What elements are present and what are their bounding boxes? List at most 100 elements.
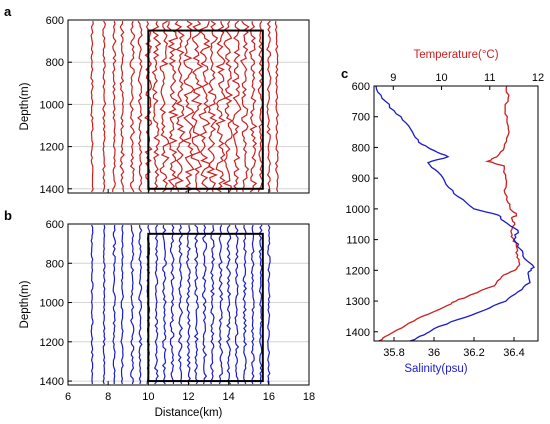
a-profile-trace [166,21,179,193]
c-y-tick-label: 900 [352,173,370,185]
a-y-tick-label: 1200 [40,142,64,154]
b-y-tick-label: 1400 [40,376,64,388]
panel-a-y-axis-label: Depth(m) [19,82,31,130]
b-profile-trace [209,224,216,385]
a-y-tick-label: 600 [46,15,64,27]
b-profile-trace [242,224,248,385]
b-y-tick-label: 1000 [40,298,64,310]
panel-a-x-ticks [67,189,310,193]
c-temperature-tick-label: 10 [435,72,447,84]
c-y-tick-label: 600 [352,81,370,93]
b-profile-trace [258,224,263,385]
b-profile-trace [201,224,208,385]
c-y-tick-label: 1300 [346,296,370,308]
b-profile-trace [225,224,232,385]
a-profile-trace [174,20,186,193]
a-profile-trace [159,20,170,193]
b-profile-trace [102,224,106,385]
a-profile-trace [248,21,258,193]
c-y-tick-label: 1200 [346,265,370,277]
panel-b-y-ticks: 600 800 1000 1200 1400 [40,219,72,388]
b-x-tick-label: 6 [65,391,71,403]
panel-c: c 600 700 800 900 1000 1100 1200 1300 1400 9 10 11… [341,49,544,375]
panel-c-salinity-ticks: 35.8 36 36.2 36.4 [383,337,525,359]
c-temperature-tick-label: 9 [390,72,396,84]
panel-c-letter: c [341,66,348,81]
b-y-tick-label: 1200 [40,337,64,349]
a-profile-trace [102,20,107,193]
a-profile-trace [240,20,250,193]
c-y-tick-label: 700 [352,112,370,124]
a-profile-trace [129,20,136,193]
b-x-tick-label: 14 [223,391,235,403]
a-profile-trace [274,20,279,193]
panel-b-x-axis-label: Distance(km) [155,407,223,419]
panel-a: a 600 800 1000 1200 1400 Depth(m) [4,4,310,196]
b-x-tick-label: 16 [263,391,275,403]
c-salinity-tick-label: 35.8 [383,347,404,359]
salinity-axis-label: Salinity(psu) [404,363,467,375]
b-profile-trace [120,224,125,385]
a-profile-trace [137,20,143,193]
c-y-tick-label: 1000 [346,204,370,216]
b-profile-trace [217,224,224,385]
a-profile-trace [181,20,195,193]
c-y-tick-label: 1100 [346,235,370,247]
temperature-axis-label: Temperature(°C) [413,49,498,61]
a-profile-trace [144,20,153,193]
panel-b: b 600 800 1000 1200 1400 6 8 10 12 14 16 18 Depth(… [4,208,315,419]
a-y-tick-label: 1400 [40,184,64,196]
b-x-tick-label: 18 [303,391,315,403]
c-y-tick-label: 800 [352,142,370,154]
a-profile-trace [222,20,234,193]
panel-b-x-ticks: 6 8 10 12 14 16 18 [65,381,315,403]
panel-b-traces [90,224,271,385]
panel-c-y-ticks: 600 700 800 900 1000 1100 1200 1300 1400 [346,81,378,339]
panel-c-temperature-ticks: 9 10 11 12 [390,72,544,90]
b-profile-trace [138,224,143,385]
b-profile-trace [185,224,191,385]
b-x-tick-label: 12 [182,391,194,403]
b-profile-trace [169,224,175,385]
c-salinity-tick-label: 36.4 [503,347,524,359]
b-profile-trace [250,224,255,385]
b-profile-trace [177,224,184,385]
panel-a-highlight-box [147,29,264,190]
b-profile-trace [153,224,159,385]
c-temperature-tick-label: 11 [484,72,495,84]
b-profile-trace [130,224,135,385]
a-profile-trace [112,20,117,192]
a-profile-trace [215,20,226,193]
a-y-tick-label: 1000 [40,99,64,111]
a-profile-trace [206,20,219,193]
b-y-tick-label: 600 [46,219,64,231]
salinity-profile-line [375,85,535,342]
panel-b-y-axis-label: Depth(m) [19,280,31,328]
a-y-tick-label: 800 [46,57,64,69]
panel-a-letter: a [4,4,12,19]
a-profile-trace [190,20,204,193]
a-profile-trace [90,21,94,193]
a-profile-trace [151,20,162,193]
panel-a-traces [90,20,279,193]
a-profile-trace [266,20,272,192]
b-y-tick-label: 800 [46,258,64,270]
panel-b-letter: b [4,208,12,223]
a-profile-trace [231,20,242,192]
panel-b-highlight-box [147,232,264,383]
c-temperature-tick-label: 12 [532,72,544,84]
b-profile-trace [267,224,271,385]
b-profile-trace [112,224,117,384]
c-salinity-tick-label: 36.2 [463,347,484,359]
b-x-tick-label: 10 [142,391,154,403]
panel-a-y-ticks: 600 800 1000 1200 1400 [40,15,72,196]
b-profile-trace [193,224,199,385]
b-profile-trace [161,224,167,385]
a-profile-trace [119,21,125,193]
b-x-tick-label: 8 [105,391,111,403]
c-salinity-tick-label: 36 [428,347,440,359]
temperature-profile-line [378,85,521,342]
panel-c-frame [373,85,539,342]
c-y-tick-label: 1400 [346,327,370,339]
